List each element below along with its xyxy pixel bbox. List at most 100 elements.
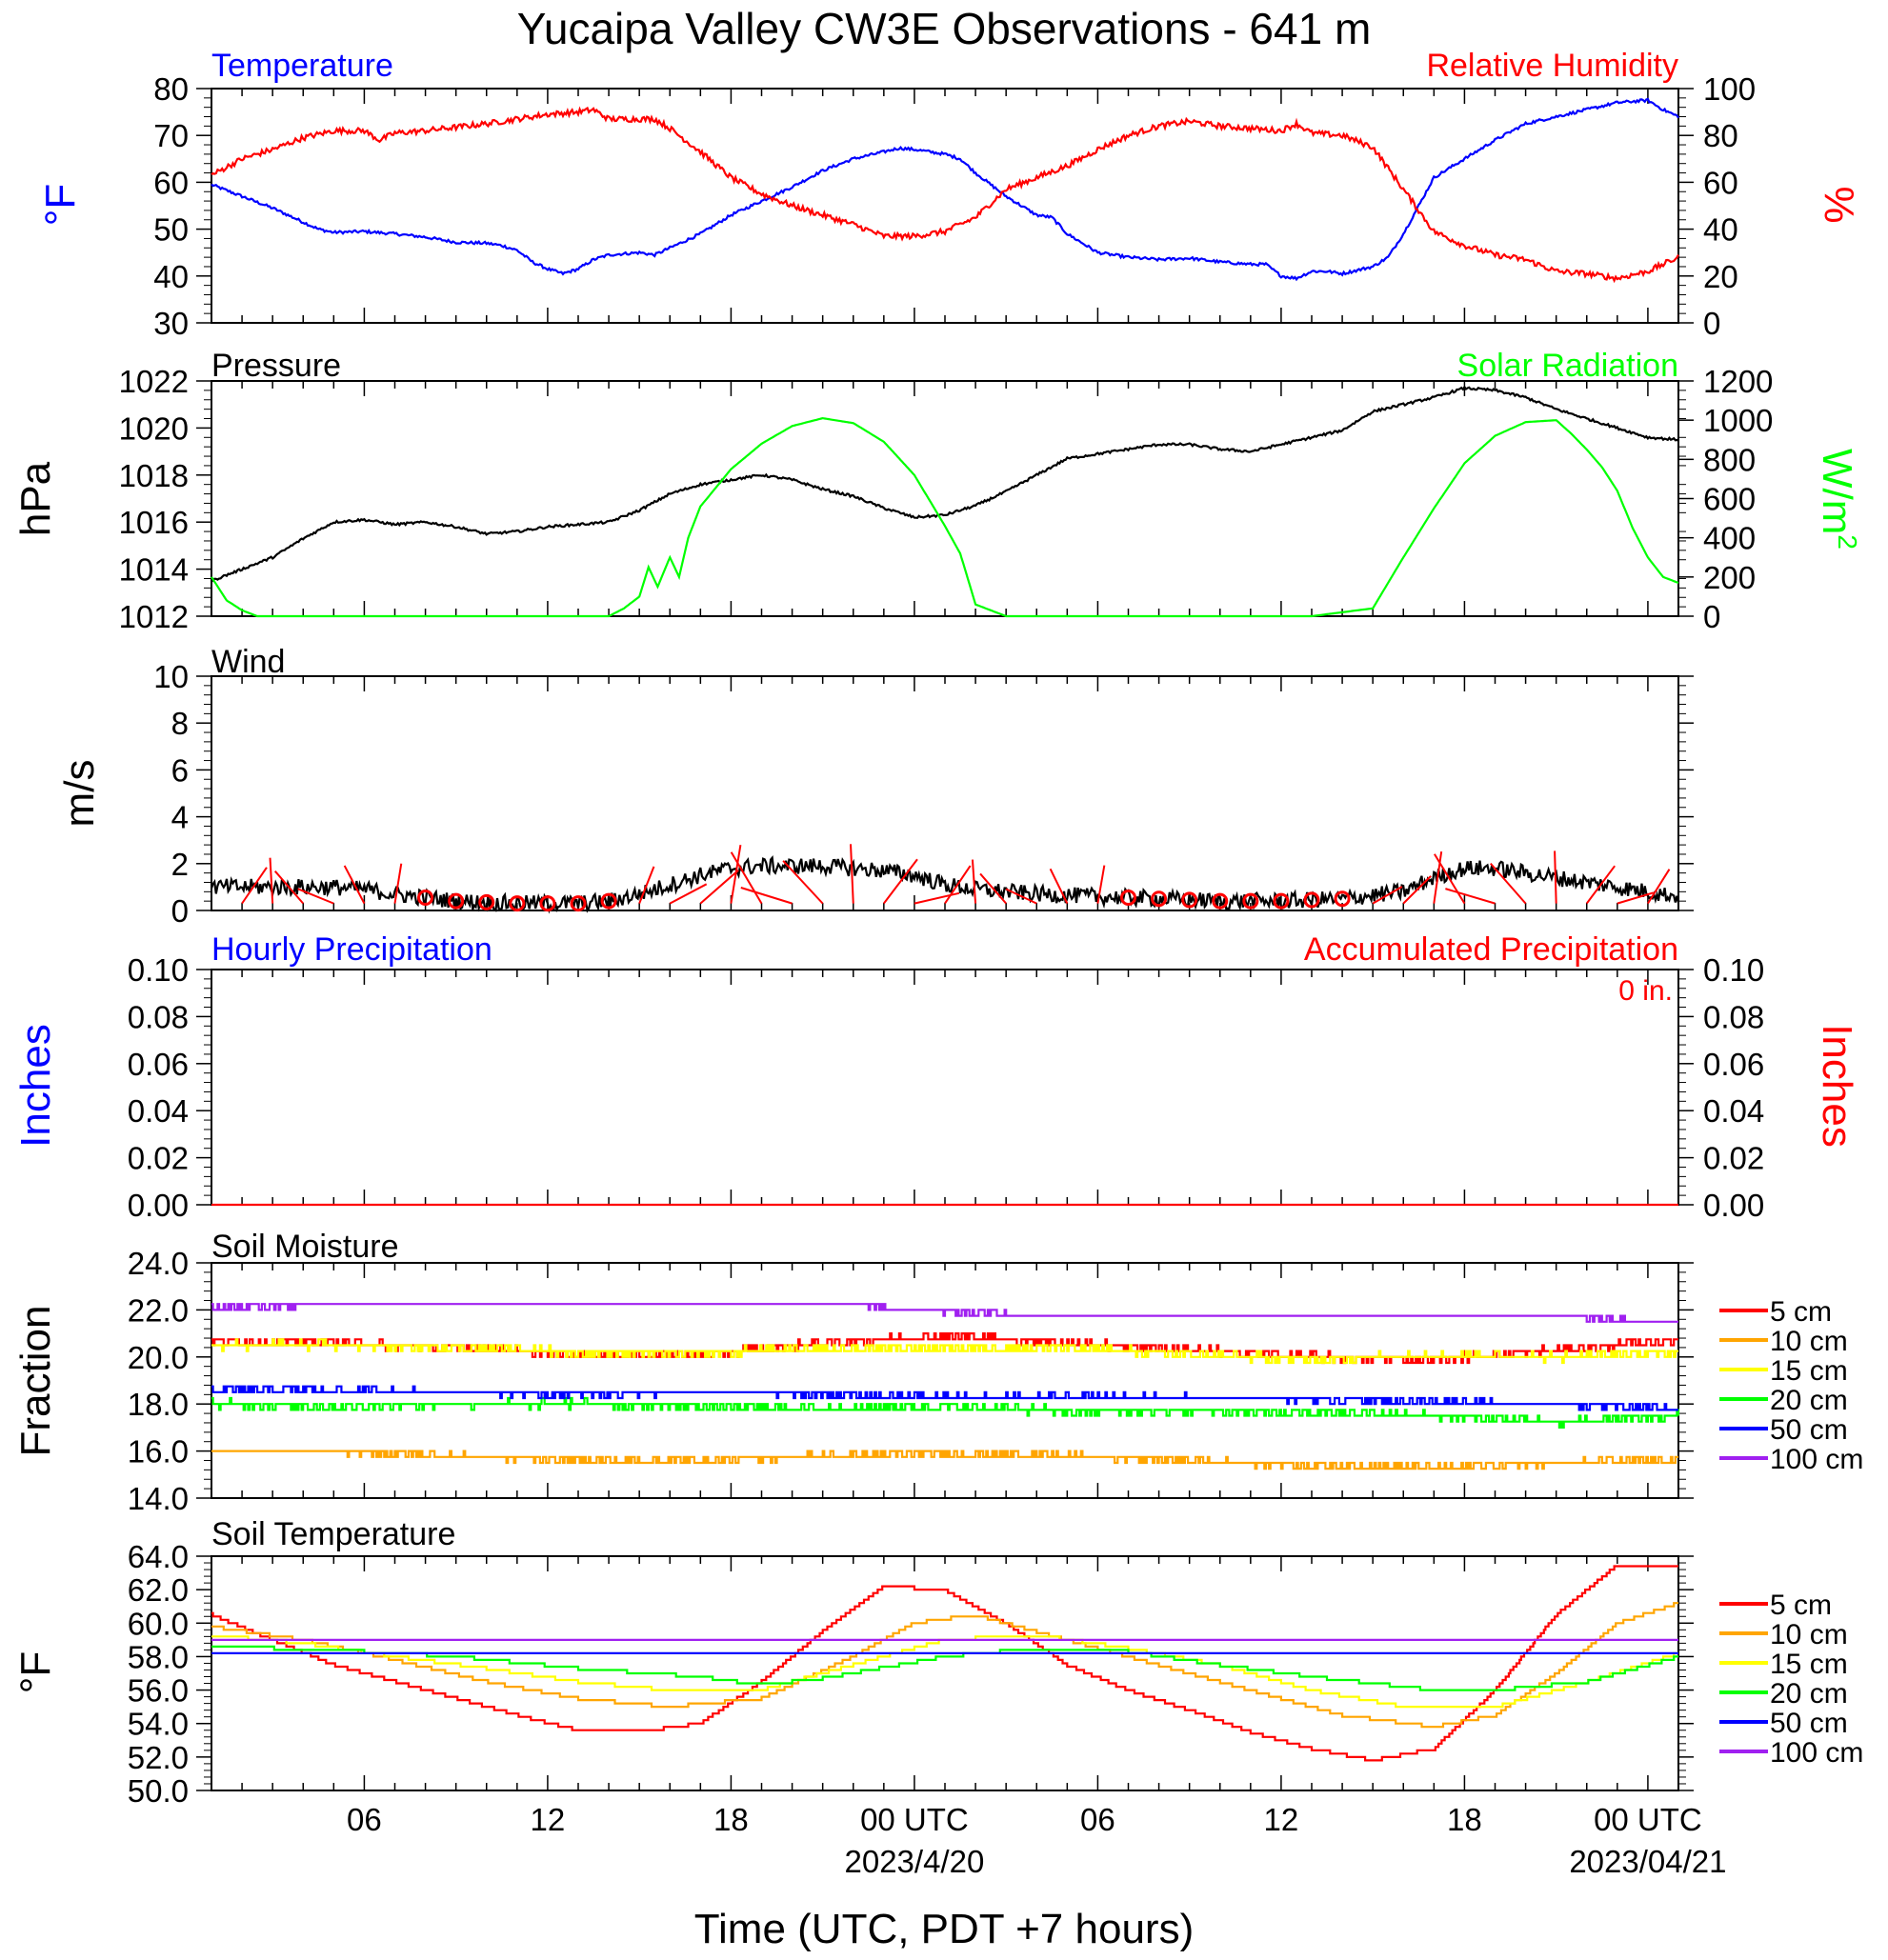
legend-label: 10 cm xyxy=(1770,1619,1848,1650)
wind-barbs xyxy=(241,844,1671,912)
x-tick-label: 00 UTC xyxy=(1594,1802,1702,1837)
panel-1-plot: 1012 1014 1016 1018 1020 1022 0 200 400 600 800 100… xyxy=(119,364,1774,634)
panel-title-hourly-precip: Hourly Precipitation xyxy=(211,931,492,968)
y-tick-label-left: 54.0 xyxy=(128,1707,189,1742)
wind-barb xyxy=(343,865,366,905)
x-tick-label: 18 xyxy=(1447,1802,1482,1837)
y-tick-label-left: 24.0 xyxy=(128,1246,189,1281)
panel-title-pressure: Pressure xyxy=(211,348,341,384)
series-line-15cm xyxy=(211,1635,1678,1709)
wind-barb xyxy=(1585,865,1616,905)
calm-marker xyxy=(509,895,526,912)
legend-label: 50 cm xyxy=(1770,1414,1848,1446)
y-tick-label-left: 0.02 xyxy=(128,1141,189,1176)
wind-barb xyxy=(1433,850,1443,904)
y-tick-label-right: 20 xyxy=(1703,259,1738,294)
calm-marker xyxy=(1242,892,1259,910)
wind-barb xyxy=(269,857,274,904)
wind-barb xyxy=(979,872,1007,905)
panel-soil-moisture: Soil Moisture Fraction xyxy=(12,1229,399,1456)
y-tick-label-right: 1200 xyxy=(1703,364,1773,399)
calm-marker xyxy=(1273,892,1290,910)
wind-barb xyxy=(273,870,305,905)
legend-label: 100 cm xyxy=(1770,1444,1863,1475)
series-line-right xyxy=(211,106,1679,284)
calm-marker xyxy=(1303,891,1320,909)
wind-barb xyxy=(914,891,960,905)
y-tick-label-right: 0.04 xyxy=(1703,1093,1764,1129)
wind-barb xyxy=(1005,888,1037,905)
series-line-left xyxy=(211,97,1679,282)
panel-0-plot: 30 40 50 60 70 80 0 20 40 60 80 100 xyxy=(153,71,1756,341)
wind-barb xyxy=(782,860,824,905)
y-tick-label-left: 1020 xyxy=(119,410,189,446)
series-line-15cm xyxy=(211,1338,1678,1365)
legend-label: 15 cm xyxy=(1770,1649,1848,1680)
plot-frame xyxy=(211,969,1679,1206)
y-tick-label-left: 14.0 xyxy=(128,1481,189,1516)
y-tick-label-left: 50.0 xyxy=(128,1773,189,1809)
series-line-right xyxy=(211,416,1679,618)
wind-barb xyxy=(297,888,334,905)
y-tick-label-left: 16.0 xyxy=(128,1434,189,1470)
series-line-20cm xyxy=(211,1396,1680,1429)
y-label-solar-unit: W/m xyxy=(1814,449,1860,534)
wind-barb xyxy=(1490,862,1527,905)
y-tick-label-left: 22.0 xyxy=(128,1292,189,1328)
y-label-solar-exp: 2 xyxy=(1833,534,1862,550)
y-tick-label-left: 70 xyxy=(153,118,189,153)
legend-label: 10 cm xyxy=(1770,1326,1848,1357)
legend-label: 5 cm xyxy=(1770,1296,1832,1328)
panel-pressure-solar: Pressure Solar Radiation hPa W/m2 xyxy=(12,348,1862,550)
wind-barb xyxy=(850,844,854,904)
panel-wind: Wind m/s xyxy=(56,644,285,827)
y-tick-label-left: 20.0 xyxy=(128,1340,189,1375)
wind-barb xyxy=(1096,865,1106,904)
wind-barb xyxy=(730,851,763,905)
y-label-pressure: hPa xyxy=(12,461,59,536)
series-line-100cm xyxy=(211,1303,1678,1323)
y-tick-label-left: 40 xyxy=(153,259,189,294)
wind-barb xyxy=(699,869,739,905)
x-date-label: 2023/04/21 xyxy=(1569,1844,1726,1879)
y-tick-label-left: 30 xyxy=(153,306,189,341)
panel-title-soil-temperature: Soil Temperature xyxy=(211,1516,455,1552)
y-tick-label-left: 10 xyxy=(153,659,189,694)
y-tick-label-right: 60 xyxy=(1703,165,1738,200)
y-label-wind: m/s xyxy=(56,760,103,828)
y-tick-label-left: 62.0 xyxy=(128,1572,189,1608)
x-tick-label: 18 xyxy=(713,1802,749,1837)
legend-label: 15 cm xyxy=(1770,1355,1848,1387)
wind-barb xyxy=(1445,888,1496,905)
y-tick-label-left: 58.0 xyxy=(128,1639,189,1674)
plot-frame xyxy=(211,380,1679,617)
y-tick-label-right: 0.00 xyxy=(1703,1188,1764,1223)
y-tick-label-left: 1014 xyxy=(119,552,189,588)
calm-marker xyxy=(1334,890,1351,908)
panel-2-plot: 0 2 4 6 8 10 xyxy=(153,659,1694,929)
y-tick-label-right: 0.10 xyxy=(1703,952,1764,988)
y-tick-label-right: 0.08 xyxy=(1703,999,1764,1034)
legend-label: 20 cm xyxy=(1770,1678,1848,1710)
plot-frame xyxy=(211,1262,1679,1499)
x-date-label: 2023/4/20 xyxy=(845,1844,985,1879)
wind-barb xyxy=(1049,868,1069,905)
calm-marker xyxy=(539,895,556,912)
panel-title-wind: Wind xyxy=(211,644,285,680)
y-label-soil-temp: °F xyxy=(12,1651,59,1693)
calm-marker xyxy=(1212,892,1229,910)
y-tick-label-left: 60 xyxy=(153,165,189,200)
y-tick-label-left: 52.0 xyxy=(128,1740,189,1775)
series-line-50cm xyxy=(211,1385,1678,1411)
y-label-humidity: % xyxy=(1816,186,1862,223)
y-tick-label-right: 80 xyxy=(1703,118,1738,153)
y-tick-label-right: 0.06 xyxy=(1703,1047,1764,1082)
wind-barb xyxy=(883,858,918,905)
y-tick-label-left: 0 xyxy=(171,893,189,929)
calm-marker xyxy=(1151,890,1168,908)
accum-precip-total: 0 in. xyxy=(1618,975,1673,1007)
y-tick-label-left: 1022 xyxy=(119,364,189,399)
